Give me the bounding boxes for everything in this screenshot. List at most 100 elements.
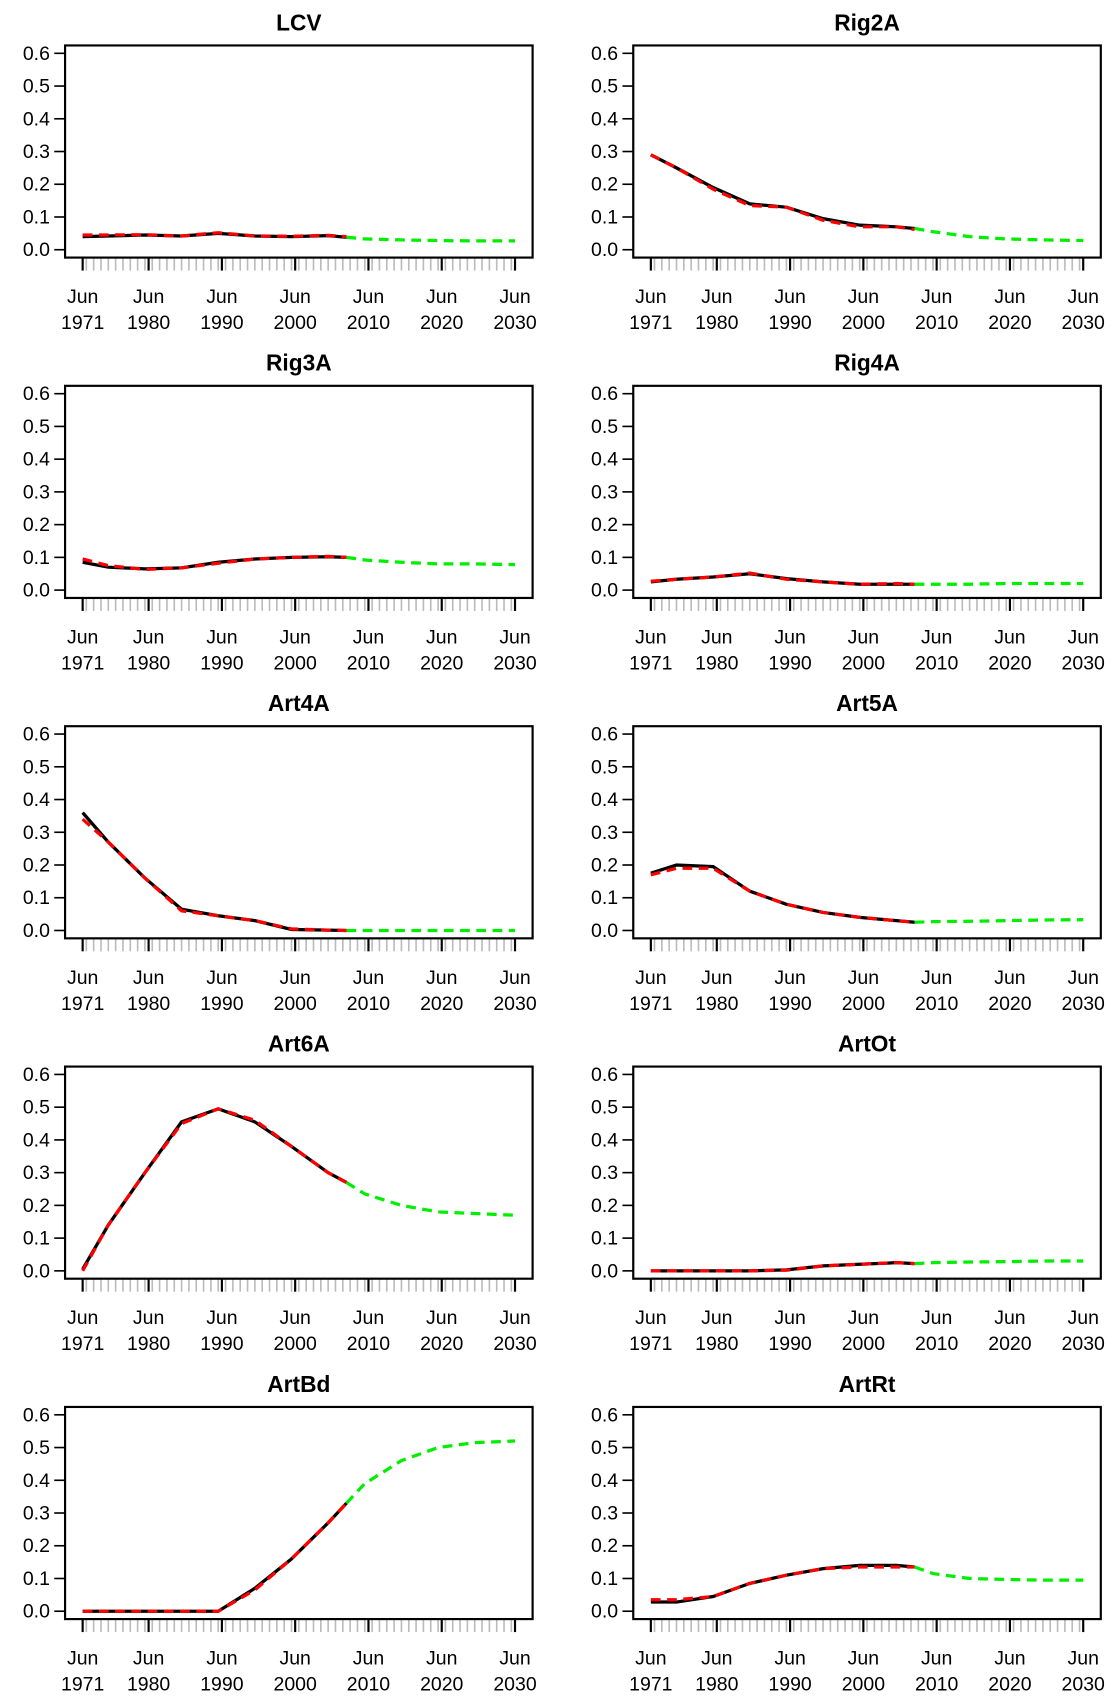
y-tick-label: 0.5 xyxy=(591,416,618,438)
plot-frame xyxy=(63,44,534,259)
x-tick-label: Jun 2020 xyxy=(420,286,463,334)
series-line xyxy=(82,1502,348,1613)
x-tick-label: Jun 2030 xyxy=(493,286,536,334)
x-tick-label: Jun 2010 xyxy=(347,1648,390,1696)
series-line xyxy=(914,581,1084,586)
x-tick-label: Jun 1980 xyxy=(695,626,738,674)
panel: ArtBd Jun 1971 Jun 1980 Jun 1990 Jun 2000 Jun 2010… xyxy=(23,1371,537,1696)
plot-frame xyxy=(632,44,1102,259)
plot-frame xyxy=(632,725,1102,940)
y-tick-label: 0.0 xyxy=(591,580,618,602)
x-tick-label: Jun 1990 xyxy=(200,286,243,334)
panel: Art5A Jun 1971 Jun 1980 Jun 1990 Jun 2000 Jun 2010… xyxy=(591,690,1105,1015)
x-tick-label: Jun 2000 xyxy=(842,1307,885,1355)
y-tick-label: 0.5 xyxy=(591,756,618,778)
series-line xyxy=(650,1565,915,1602)
x-tick-label: Jun 2010 xyxy=(347,286,390,334)
panel-title: LCV xyxy=(276,9,321,35)
series-line xyxy=(345,1181,516,1217)
x-tick-label: Jun 1980 xyxy=(127,286,170,334)
y-tick-label: 0.3 xyxy=(591,1162,618,1184)
y-tick-label: 0.2 xyxy=(23,854,50,876)
series-line xyxy=(82,1502,348,1613)
series-line xyxy=(81,1107,348,1272)
series-line xyxy=(650,1563,915,1604)
panel-title: Rig2A xyxy=(834,9,900,35)
x-tick-label: Jun 1990 xyxy=(768,1307,811,1355)
y-tick-label: 0.4 xyxy=(23,789,50,811)
y-tick-label: 0.3 xyxy=(23,481,50,503)
x-tick-label: Jun 1990 xyxy=(200,1648,243,1696)
series-line xyxy=(650,153,915,231)
x-tick-label: Jun 1980 xyxy=(695,1307,738,1355)
y-tick-label: 0.0 xyxy=(23,1260,50,1282)
y-tick-label: 0.2 xyxy=(23,514,50,536)
y-tick-label: 0.0 xyxy=(591,239,618,261)
series-line xyxy=(650,866,915,924)
x-tick-label: Jun 1990 xyxy=(200,1307,243,1355)
x-tick-label: Jun 2030 xyxy=(493,1648,536,1696)
x-tick-label: Jun 1980 xyxy=(127,1648,170,1696)
x-tick-label: Jun 1990 xyxy=(768,626,811,674)
plot-frame xyxy=(63,725,534,940)
x-tick-label: Jun 2030 xyxy=(1062,1648,1105,1696)
y-tick-label: 0.5 xyxy=(23,1097,50,1119)
y-tick-label: 0.2 xyxy=(591,514,618,536)
x-tick-label: Jun 2030 xyxy=(1062,967,1105,1015)
y-tick-label: 0.4 xyxy=(23,449,50,471)
y-tick-label: 0.2 xyxy=(591,1195,618,1217)
x-tick-label: Jun 1980 xyxy=(127,626,170,674)
x-tick-label: Jun 2010 xyxy=(915,286,958,334)
x-tick-label: Jun 2020 xyxy=(988,1648,1031,1696)
x-tick-label: Jun 2010 xyxy=(347,1307,390,1355)
y-tick-label: 0.0 xyxy=(23,1601,50,1623)
y-tick-label: 0.0 xyxy=(23,239,50,261)
panel: ArtOt Jun 1971 Jun 1980 Jun 1990 Jun 2000 Jun 2010… xyxy=(591,1030,1105,1355)
y-tick-label: 0.1 xyxy=(591,1228,618,1250)
plot-frame xyxy=(632,1065,1102,1280)
x-tick-label: Jun 2020 xyxy=(988,626,1031,674)
panel: ArtRt Jun 1971 Jun 1980 Jun 1990 Jun 2000 Jun 2010… xyxy=(591,1371,1105,1696)
series-line xyxy=(914,226,1084,243)
y-tick-label: 0.4 xyxy=(591,108,618,130)
panel: Art6A Jun 1971 Jun 1980 Jun 1990 Jun 2000 Jun 2010… xyxy=(23,1030,537,1355)
y-tick-label: 0.3 xyxy=(23,1503,50,1525)
x-tick-label: Jun 2020 xyxy=(420,626,463,674)
x-tick-label: Jun 2000 xyxy=(274,286,317,334)
x-tick-label: Jun 2030 xyxy=(493,967,536,1015)
x-tick-label: Jun 2000 xyxy=(274,967,317,1015)
y-tick-label: 0.2 xyxy=(591,1535,618,1557)
panel-title: ArtRt xyxy=(839,1371,896,1397)
y-tick-label: 0.5 xyxy=(23,76,50,98)
series-line xyxy=(82,554,347,572)
y-tick-label: 0.1 xyxy=(23,887,50,909)
series-line xyxy=(82,231,347,239)
y-tick-label: 0.2 xyxy=(23,174,50,196)
y-tick-label: 0.0 xyxy=(591,1260,618,1282)
x-tick-label: Jun 2000 xyxy=(842,967,885,1015)
x-tick-label: Jun 2030 xyxy=(493,1307,536,1355)
x-tick-label: Jun 1980 xyxy=(695,967,738,1015)
x-tick-label: Jun 1971 xyxy=(629,626,672,674)
x-tick-label: Jun 1980 xyxy=(695,1648,738,1696)
x-tick-label: Jun 2000 xyxy=(842,1648,885,1696)
y-tick-label: 0.6 xyxy=(23,1404,50,1426)
y-tick-label: 0.0 xyxy=(591,920,618,942)
y-tick-label: 0.1 xyxy=(591,547,618,569)
y-tick-label: 0.1 xyxy=(591,206,618,228)
plot-frame xyxy=(632,384,1102,600)
y-tick-label: 0.3 xyxy=(23,1162,50,1184)
panel-title: Art4A xyxy=(268,690,330,716)
x-tick-label: Jun 2020 xyxy=(988,1307,1031,1355)
series-line xyxy=(81,817,347,933)
y-tick-label: 0.1 xyxy=(591,887,618,909)
panel: Rig4A Jun 1971 Jun 1980 Jun 1990 Jun 2000 Jun 2010… xyxy=(591,350,1105,675)
x-tick-label: Jun 2030 xyxy=(1062,286,1105,334)
plot-frame xyxy=(63,1065,534,1280)
y-tick-label: 0.1 xyxy=(591,1568,618,1590)
x-tick-label: Jun 1971 xyxy=(61,286,104,334)
y-tick-label: 0.2 xyxy=(23,1535,50,1557)
series-line xyxy=(914,918,1084,924)
